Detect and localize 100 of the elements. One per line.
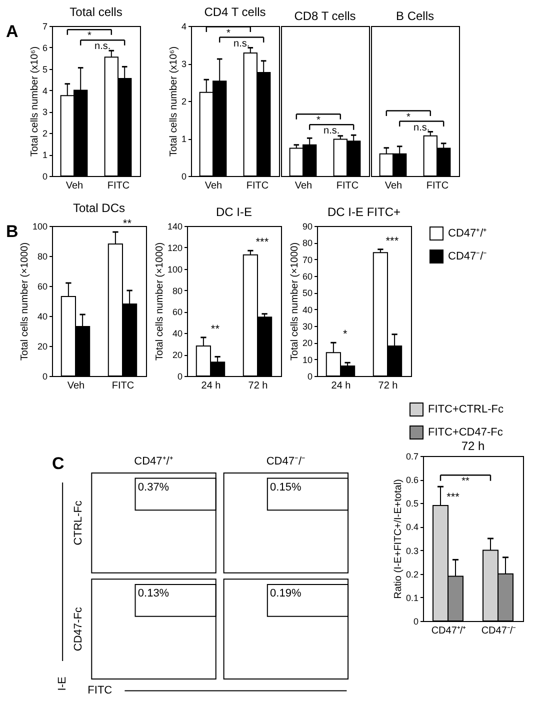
y-tick-label: 1 — [42, 150, 48, 160]
y-tick-label: 40 — [302, 304, 312, 315]
y-tick-label: 120 — [167, 242, 182, 253]
category-label: CD47-Fc — [72, 607, 85, 652]
annotation: ** — [210, 323, 220, 336]
category-label: CD47⁻/⁻ — [266, 456, 306, 468]
x-tick-label: FITC — [426, 180, 449, 192]
y-tick-label: 4 — [181, 22, 186, 32]
annotation: ** — [462, 476, 470, 488]
annotation: * — [226, 28, 230, 39]
y-tick-label: 3 — [42, 107, 48, 118]
y-tick-label: 20 — [172, 350, 182, 360]
annotation: ** — [122, 218, 132, 230]
y-tick-label: 60 — [302, 272, 312, 282]
x-tick-label: Veh — [66, 180, 84, 192]
y-tick-label: 3 — [181, 59, 186, 69]
y-tick-label: 7 — [42, 22, 48, 32]
y-tick-label: 0 — [181, 172, 186, 182]
y-tick-label: 0.4 — [406, 522, 418, 532]
text: 0.37% — [138, 481, 170, 494]
y-tick-label: 0 — [42, 172, 48, 182]
annotation: n.s. — [414, 122, 430, 134]
chart-title: CD8 T cells — [294, 9, 356, 23]
x-tick-label: Veh — [67, 380, 85, 392]
y-tick-label: 50 — [302, 288, 312, 298]
y-tick-label: 40 — [37, 312, 48, 322]
chart-title: Total cells — [70, 5, 122, 19]
y-tick-label: 0.1 — [406, 592, 418, 603]
x-tick-label: Veh — [384, 180, 402, 192]
y-tick-label: 2 — [42, 128, 48, 139]
y-tick-label: 20 — [302, 338, 312, 348]
x-tick-label: FITC — [336, 180, 359, 192]
y-axis-title: Total cells number (x10⁶) — [29, 46, 40, 157]
x-tick-label: 72 h — [378, 380, 398, 392]
y-tick-label: 10 — [302, 354, 312, 365]
x-tick-label: FITC — [107, 180, 130, 192]
annotation: * — [406, 112, 410, 123]
y-axis-title: Total cells number (×1000) — [154, 242, 166, 361]
y-tick-label: 40 — [172, 328, 182, 339]
annotation: * — [316, 115, 320, 126]
annotation: *** — [386, 235, 400, 248]
category-label: CD47⁺/⁺ — [134, 456, 174, 468]
text: 0.15% — [270, 481, 302, 494]
y-tick-label: 100 — [32, 222, 48, 232]
y-tick-label: 2 — [181, 96, 186, 106]
legend-label: CD47⁻/⁻ — [448, 250, 488, 262]
y-tick-label: 60 — [172, 307, 182, 318]
y-tick-label: 0.7 — [406, 452, 418, 462]
chart-title: B Cells — [396, 9, 434, 23]
y-tick-label: 0.3 — [406, 546, 418, 556]
legend-label: FITC+CTRL-Fc — [428, 404, 504, 416]
y-tick-label: 0.2 — [406, 569, 418, 580]
x-tick-label: FITC — [246, 180, 269, 192]
y-tick-label: 70 — [302, 254, 312, 265]
text: 0.13% — [138, 588, 170, 600]
y-tick-label: 0.5 — [406, 498, 418, 509]
y-tick-label: 90 — [302, 222, 312, 232]
annotation: *** — [446, 492, 460, 504]
y-tick-label: 80 — [172, 286, 182, 296]
text: I-E — [56, 676, 69, 691]
y-tick-label: 0 — [42, 372, 48, 382]
y-tick-label: 0 — [307, 372, 312, 382]
y-tick-label: 5 — [42, 64, 48, 74]
x-tick-label: 72 h — [248, 380, 268, 392]
chart-title: DC I-E — [216, 205, 252, 219]
y-tick-label: 0 — [413, 616, 418, 626]
y-tick-label: 1 — [181, 134, 186, 144]
x-tick-label: 24 h — [201, 380, 221, 392]
annotation: n.s. — [324, 126, 340, 137]
chart-title: CD4 T cells — [204, 5, 266, 19]
y-tick-label: 4 — [42, 86, 48, 96]
y-tick-label: 80 — [37, 252, 48, 262]
text: 0.19% — [270, 588, 302, 600]
legend-label: CD47⁺/⁺ — [448, 228, 488, 240]
y-tick-label: 60 — [37, 282, 48, 292]
annotation: * — [343, 328, 348, 341]
y-axis-title: Total cells number (x10⁶) — [168, 46, 180, 157]
text: C — [52, 454, 64, 473]
annotation: *** — [256, 236, 270, 249]
y-tick-label: 30 — [302, 322, 312, 332]
text: B — [6, 222, 18, 241]
chart-title: 72 h — [461, 439, 485, 453]
chart-title: Total DCs — [72, 201, 126, 215]
legend-label: FITC+CD47-Fc — [428, 426, 504, 438]
y-tick-label: 80 — [302, 238, 312, 248]
y-tick-label: 140 — [167, 222, 182, 232]
y-axis-title: Ratio (I-E+FITC+/I-E+total) — [392, 479, 404, 599]
y-axis-title: Total cells number (×1000) — [19, 242, 30, 361]
annotation: n.s. — [94, 41, 111, 52]
y-tick-label: 20 — [37, 342, 48, 352]
x-tick-label: Veh — [294, 180, 312, 192]
y-axis-title: Total cells number (×1000) — [289, 242, 300, 361]
x-tick-label: FITC — [112, 380, 134, 392]
y-tick-label: 0 — [177, 372, 182, 382]
text: FITC — [88, 684, 112, 697]
x-tick-label: 24 h — [331, 380, 351, 392]
annotation: * — [87, 30, 92, 42]
y-tick-label: 0.6 — [406, 475, 418, 486]
y-tick-label: 6 — [42, 42, 48, 53]
chart-title: DC I-E FITC+ — [327, 205, 401, 219]
